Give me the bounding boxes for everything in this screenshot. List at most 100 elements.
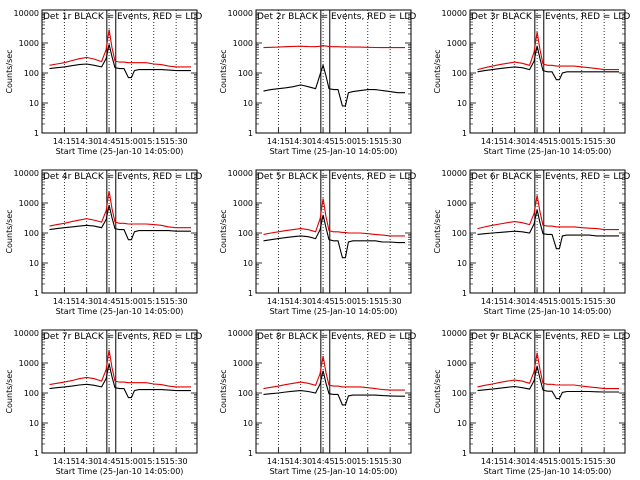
x-tick-label: 15:00 [120, 297, 143, 306]
y-tick-label: 1 [462, 289, 467, 298]
series-lld-line [477, 195, 619, 231]
x-axis-label: Start Time (25-Jan-10 14:05:00) [56, 147, 184, 156]
detector-panel-2: Det 2r BLACK = Events, RED = LLD 1 10 100 10… [219, 9, 416, 156]
y-axis-label: Counts/sec [433, 209, 442, 253]
y-tick-label: 10 [457, 259, 467, 268]
series-events-line [49, 44, 191, 79]
y-tick-label: 10 [243, 419, 253, 428]
y-tick-label: 100 [24, 69, 39, 78]
series-lld-line [263, 45, 405, 49]
x-tick-label: 14:45 [312, 457, 335, 466]
series-lld-line [263, 198, 405, 237]
y-tick-label: 10000 [442, 329, 467, 338]
panel-title: Det 7r BLACK = Events, RED = LLD [43, 332, 202, 342]
x-tick-label: 15:30 [165, 137, 188, 146]
detector-panel-9: Det 9r BLACK = Events, RED = LLD 1 10 100 10… [433, 329, 630, 476]
y-tick-label: 10000 [228, 9, 253, 18]
x-tick-label: 14:15 [53, 457, 76, 466]
x-tick-label: 14:45 [312, 297, 335, 306]
x-tick-label: 15:15 [142, 457, 165, 466]
x-tick-label: 15:30 [593, 137, 616, 146]
x-tick-label: 15:00 [334, 137, 357, 146]
plot-frame [41, 169, 198, 294]
y-tick-label: 1000 [19, 359, 39, 368]
x-tick-label: 15:15 [570, 137, 593, 146]
x-tick-label: 15:30 [379, 137, 402, 146]
x-tick-label: 15:00 [334, 457, 357, 466]
series-events-line [477, 45, 619, 81]
series-lld-line [477, 352, 619, 390]
x-tick-label: 14:45 [312, 137, 335, 146]
x-tick-label: 15:00 [120, 137, 143, 146]
x-tick-label: 15:00 [120, 457, 143, 466]
x-tick-label: 14:45 [526, 457, 549, 466]
x-tick-label: 14:15 [267, 297, 290, 306]
y-tick-label: 100 [238, 69, 253, 78]
x-tick-label: 15:15 [356, 297, 379, 306]
y-tick-label: 10 [29, 419, 39, 428]
x-tick-label: 15:00 [334, 297, 357, 306]
x-axis-label: Start Time (25-Jan-10 14:05:00) [484, 307, 612, 316]
x-tick-label: 14:30 [75, 297, 98, 306]
x-tick-label: 14:30 [289, 457, 312, 466]
y-tick-label: 1000 [233, 359, 253, 368]
plot-frame [255, 329, 412, 454]
series-lld-line [263, 356, 405, 391]
y-axis-label: Counts/sec [219, 369, 228, 413]
y-axis-label: Counts/sec [5, 369, 14, 413]
y-tick-label: 10000 [14, 9, 39, 18]
series-lld-line [477, 32, 619, 71]
plot-frame [255, 9, 412, 134]
x-tick-label: 15:30 [379, 297, 402, 306]
y-tick-label: 1 [248, 129, 253, 138]
panel-title: Det 1r BLACK = Events, RED = LLD [43, 12, 202, 22]
x-axis-label: Start Time (25-Jan-10 14:05:00) [56, 307, 184, 316]
y-tick-label: 10000 [442, 9, 467, 18]
x-tick-label: 14:30 [503, 297, 526, 306]
x-tick-label: 15:30 [379, 457, 402, 466]
y-tick-label: 1 [462, 449, 467, 458]
y-tick-label: 100 [452, 69, 467, 78]
series-lld-line [49, 29, 191, 68]
y-axis-label: Counts/sec [5, 209, 14, 253]
detector-panel-4: Det 4r BLACK = Events, RED = LLD 1 10 100 10… [5, 169, 202, 316]
y-axis-label: Counts/sec [433, 369, 442, 413]
x-tick-label: 15:30 [593, 457, 616, 466]
detector-panel-7: Det 7r BLACK = Events, RED = LLD 1 10 100 10… [5, 329, 202, 476]
y-axis-label: Counts/sec [219, 49, 228, 93]
panel-title: Det 9r BLACK = Events, RED = LLD [471, 332, 630, 342]
x-axis-label: Start Time (25-Jan-10 14:05:00) [270, 467, 398, 476]
y-tick-label: 10 [457, 99, 467, 108]
y-tick-label: 1 [34, 289, 39, 298]
y-tick-label: 1 [34, 449, 39, 458]
y-tick-label: 10000 [228, 169, 253, 178]
x-tick-label: 14:15 [267, 457, 290, 466]
y-tick-label: 1 [34, 129, 39, 138]
plot-frame [469, 9, 626, 134]
x-tick-label: 15:30 [593, 297, 616, 306]
panel-title: Det 3r BLACK = Events, RED = LLD [471, 12, 630, 22]
detector-panel-3: Det 3r BLACK = Events, RED = LLD 1 10 100 10… [433, 9, 630, 156]
plot-frame [469, 329, 626, 454]
x-axis-label: Start Time (25-Jan-10 14:05:00) [270, 307, 398, 316]
y-tick-label: 10 [29, 99, 39, 108]
series-events-line [263, 214, 405, 259]
x-tick-label: 14:15 [481, 137, 504, 146]
y-axis-label: Counts/sec [5, 49, 14, 93]
plot-frame [469, 169, 626, 294]
y-tick-label: 1 [248, 449, 253, 458]
x-tick-label: 14:45 [526, 297, 549, 306]
x-tick-label: 14:45 [526, 137, 549, 146]
x-tick-label: 14:30 [75, 137, 98, 146]
y-tick-label: 10 [243, 259, 253, 268]
x-tick-label: 15:15 [142, 297, 165, 306]
x-tick-label: 15:15 [356, 457, 379, 466]
plot-frame [41, 9, 198, 134]
y-tick-label: 100 [452, 229, 467, 238]
x-tick-label: 15:30 [165, 297, 188, 306]
y-tick-label: 1 [462, 129, 467, 138]
x-tick-label: 14:15 [53, 137, 76, 146]
x-axis-label: Start Time (25-Jan-10 14:05:00) [56, 467, 184, 476]
y-tick-label: 10 [243, 99, 253, 108]
